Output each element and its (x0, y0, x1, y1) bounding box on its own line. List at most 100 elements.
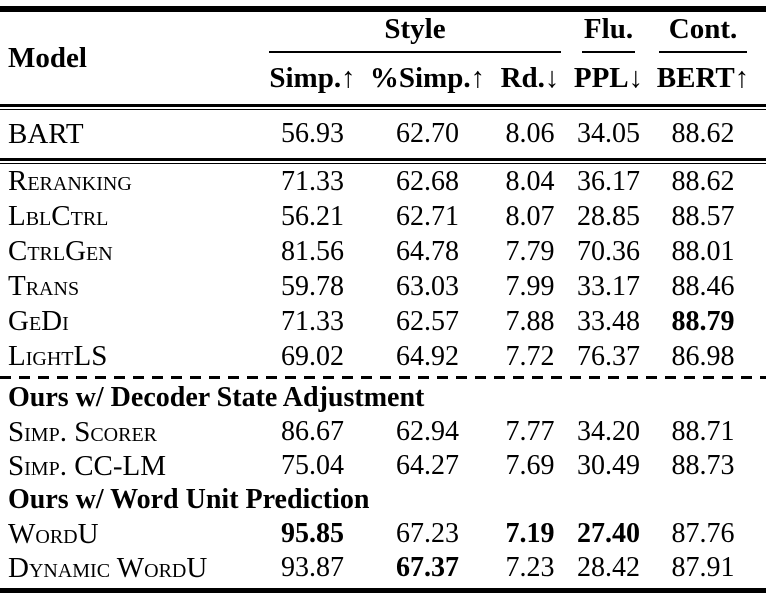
col-group-style: Style (260, 12, 570, 53)
model-name: BART (8, 117, 84, 150)
model-name: Dynamic WordU (8, 551, 208, 584)
table-row: Trans 59.78 63.03 7.99 33.17 88.46 (0, 269, 766, 304)
section-heading: Ours w/ Decoder State Adjustment (0, 381, 766, 415)
bert-value: 87.76 (671, 518, 735, 549)
col-group-content: Cont. (647, 12, 759, 53)
content-group-underline (659, 51, 747, 53)
rd-value: 7.77 (505, 416, 555, 447)
pct-simp-value: 67.37 (396, 552, 459, 583)
table-row: LblCtrl 56.21 62.71 8.07 28.85 88.57 (0, 199, 766, 234)
ppl-value: 33.48 (577, 305, 640, 337)
dashed-separator-rule (0, 376, 766, 379)
col-header-ppl: PPL↓ (573, 62, 644, 94)
bert-value: 88.73 (671, 450, 735, 481)
simp-value: 56.21 (281, 200, 344, 232)
ppl-value: 28.85 (577, 200, 640, 232)
ppl-value: 27.40 (577, 518, 640, 549)
table-row: GeDi 71.33 62.57 7.88 33.48 88.79 (0, 304, 766, 339)
table-header: Model Style Flu. Cont. Simp.↑ %Simp.↑ Rd… (0, 12, 766, 104)
bert-value: 88.01 (671, 235, 735, 267)
simp-value: 75.04 (281, 450, 344, 481)
simp-value: 71.33 (281, 305, 344, 337)
model-name: WordU (8, 517, 99, 550)
model-name: Reranking (8, 165, 132, 197)
header-separator-rule (0, 104, 766, 110)
table-row: BART 56.93 62.70 8.06 34.05 88.62 (0, 110, 766, 158)
rd-value: 8.04 (505, 165, 555, 197)
table-row: Simp. CC-LM 75.04 64.27 7.69 30.49 88.73 (0, 449, 766, 483)
rd-value: 8.07 (505, 200, 555, 232)
bert-value: 86.98 (671, 340, 735, 372)
pct-simp-value: 62.57 (396, 305, 459, 337)
top-rule (0, 6, 766, 12)
simp-value: 69.02 (281, 340, 344, 372)
col-group-fluency: Flu. (570, 12, 647, 53)
rd-value: 7.88 (505, 305, 555, 337)
model-name: Trans (8, 270, 80, 302)
model-header-label: Model (8, 41, 87, 74)
ppl-value: 33.17 (577, 270, 640, 302)
col-header-simp: Simp.↑ (269, 62, 356, 94)
ppl-value: 28.42 (577, 552, 640, 583)
simp-value: 81.56 (281, 235, 344, 267)
simp-value: 95.85 (281, 518, 344, 549)
rd-value: 7.72 (505, 340, 555, 372)
model-name: Simp. Scorer (8, 415, 158, 448)
style-group-underline (269, 51, 561, 53)
bert-value: 87.91 (671, 552, 735, 583)
pct-simp-value: 62.71 (396, 200, 459, 232)
simp-value: 71.33 (281, 165, 344, 197)
model-name: LightLS (8, 340, 108, 372)
ppl-value: 70.36 (577, 235, 640, 267)
ppl-value: 76.37 (577, 340, 640, 372)
rd-value: 7.79 (505, 235, 555, 267)
table-row: Simp. Scorer 86.67 62.94 7.77 34.20 88.7… (0, 415, 766, 449)
fluency-group-label: Flu. (583, 13, 634, 45)
ppl-value: 36.17 (577, 165, 640, 197)
col-header-pct-simp: %Simp.↑ (369, 62, 486, 94)
pct-simp-value: 67.23 (396, 518, 459, 549)
table-row: LightLS 69.02 64.92 7.72 76.37 86.98 (0, 339, 766, 374)
pct-simp-value: 64.27 (396, 450, 459, 481)
table-row: Reranking 71.33 62.68 8.04 36.17 88.62 (0, 164, 766, 199)
table-row: CtrlGen 81.56 64.78 7.79 70.36 88.01 (0, 234, 766, 269)
double-separator-rule (0, 158, 766, 164)
rd-value: 7.23 (505, 552, 555, 583)
ppl-value: 34.20 (577, 416, 640, 447)
rd-value: 8.06 (505, 118, 555, 149)
simp-value: 59.78 (281, 270, 344, 302)
simp-value: 56.93 (281, 118, 344, 149)
fluency-group-underline (582, 51, 635, 53)
bert-value: 88.62 (671, 165, 735, 197)
col-header-model: Model (8, 12, 260, 104)
pct-simp-value: 62.94 (396, 416, 459, 447)
bert-value: 88.79 (671, 305, 735, 337)
bert-value: 88.57 (671, 200, 735, 232)
ppl-value: 30.49 (577, 450, 640, 481)
model-name: LblCtrl (8, 200, 109, 232)
bert-value: 88.46 (671, 270, 735, 302)
model-name: Simp. CC-LM (8, 449, 167, 482)
simp-value: 86.67 (281, 416, 344, 447)
ppl-value: 34.05 (577, 118, 640, 149)
pct-simp-value: 64.92 (396, 340, 459, 372)
section-heading-label: Ours w/ Word Unit Prediction (8, 484, 370, 515)
pct-simp-value: 63.03 (396, 270, 459, 302)
pct-simp-value: 64.78 (396, 235, 459, 267)
bottom-rule (0, 588, 766, 593)
style-group-label: Style (384, 13, 446, 45)
pct-simp-value: 62.70 (396, 118, 459, 149)
bert-value: 88.71 (671, 416, 735, 447)
section-heading-label: Ours w/ Decoder State Adjustment (8, 382, 425, 413)
pct-simp-value: 62.68 (396, 165, 459, 197)
rd-value: 7.19 (505, 518, 555, 549)
table-body: BART 56.93 62.70 8.06 34.05 88.62 Rerank… (0, 110, 766, 585)
col-header-bert: BERT↑ (656, 62, 750, 94)
model-name: GeDi (8, 305, 69, 337)
model-name: CtrlGen (8, 235, 113, 267)
section-heading: Ours w/ Word Unit Prediction (0, 483, 766, 517)
rd-value: 7.69 (505, 450, 555, 481)
table-row: WordU 95.85 67.23 7.19 27.40 87.76 (0, 517, 766, 551)
bert-value: 88.62 (671, 118, 735, 149)
